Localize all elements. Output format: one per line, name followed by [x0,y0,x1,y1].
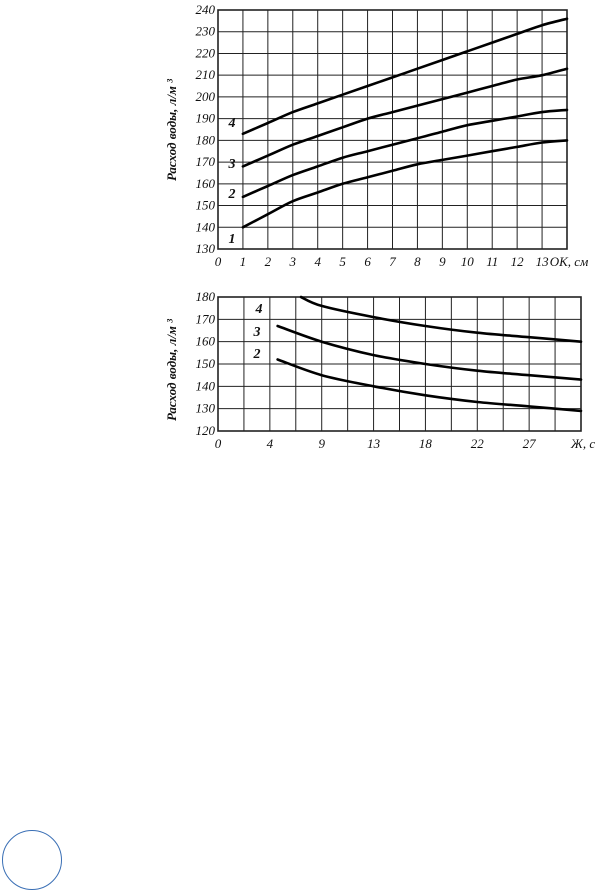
chart-top-curve-3 [241,67,569,168]
chart-bottom-ylabel: Расход воды, л/м ³ [164,318,179,421]
chart-top-curve-label-4: 4 [228,116,236,131]
chart-bottom-plot-frame [217,296,582,432]
chart-bottom-curve-4 [299,295,583,343]
chart-top-ylabel: Расход воды, л/м ³ [164,78,179,181]
chart-bottom-x-tick-label: 0 [215,436,222,451]
chart-top-curve-1 [241,139,569,229]
chart-top-x-tick-label: 2 [265,254,272,269]
chart-bottom-x-tick-label: 13 [367,436,381,451]
chart-top-y-tick-label: 130 [196,241,216,256]
chart-top-y-tick-label: 160 [196,176,216,191]
chart-top-curve-label-3: 3 [228,157,236,172]
chart-top-y-tick-label: 180 [196,132,216,147]
chart-top-x-tick-label: 3 [289,254,297,269]
chart-bottom-curve-2 [276,358,583,413]
chart-top-curve-label-1: 1 [229,232,236,247]
chart-top-x-tick-label: ОК, см [550,254,589,269]
chart-top-x-tick-label: 11 [486,254,498,269]
chart-top-y-tick-label: 140 [196,219,216,234]
chart-bottom-y-tick-label: 170 [196,311,216,326]
chart-top-x-tick-label: 0 [215,254,222,269]
chart-top-y-tick-label: 170 [196,154,216,169]
chart-top-curve-4 [241,17,569,136]
chart-top-y-tick-label: 240 [196,2,216,17]
chart-top-y-tick-label: 190 [196,111,216,126]
chart-top-x-tick-label: 4 [314,254,321,269]
chart-top-y-tick-label: 210 [196,67,216,82]
chart-top-y-tick-label: 220 [196,45,216,60]
chart-top-curve-label-2: 2 [228,187,236,202]
chart-top-x-tick-label: 12 [511,254,525,269]
chart-bottom-x-tick-label: 27 [523,436,537,451]
chart-bottom-x-tick-label: 9 [318,436,325,451]
chart-top-x-tick-label: 10 [461,254,475,269]
circle-shape [2,830,62,890]
chart-bottom-y-tick-label: 130 [196,401,216,416]
chart-top-x-tick-label: 1 [240,254,247,269]
chart-top-plot-frame [217,9,568,250]
chart-bottom-curve-label-4: 4 [255,302,263,317]
chart-bottom-curve-3 [276,324,583,381]
chart-bottom-x-tick-label: 18 [419,436,433,451]
chart-top-y-tick-label: 150 [196,198,216,213]
chart-top-curve-2 [241,108,569,199]
chart-bottom: Расход воды, л/м ³ 120130140150160170180… [164,289,595,451]
chart-bottom-y-tick-label: 150 [196,356,216,371]
chart-top-x-tick-label: 8 [414,254,421,269]
chart-top: Расход воды, л/м ³ 130140150160170180190… [164,2,588,269]
chart-bottom-x-tick-label: 22 [471,436,485,451]
chart-top-y-tick-label: 230 [196,24,216,39]
chart-top-x-tick-label: 13 [536,254,550,269]
chart-top-x-tick-label: 5 [339,254,346,269]
chart-bottom-curve-label-3: 3 [253,325,261,340]
chart-bottom-y-tick-label: 180 [196,289,216,304]
chart-bottom-x-tick-label: Ж, с [570,436,595,451]
chart-bottom-curve-label-2: 2 [253,347,261,362]
chart-bottom-y-tick-label: 160 [196,334,216,349]
chart-bottom-y-tick-label: 120 [196,423,216,438]
chart-top-x-tick-label: 6 [364,254,371,269]
chart-bottom-y-tick-label: 140 [196,378,216,393]
chart-bottom-x-tick-label: 4 [267,436,274,451]
chart-top-x-tick-label: 9 [439,254,446,269]
chart-top-y-tick-label: 200 [196,89,216,104]
chart-top-x-tick-label: 7 [389,254,396,269]
